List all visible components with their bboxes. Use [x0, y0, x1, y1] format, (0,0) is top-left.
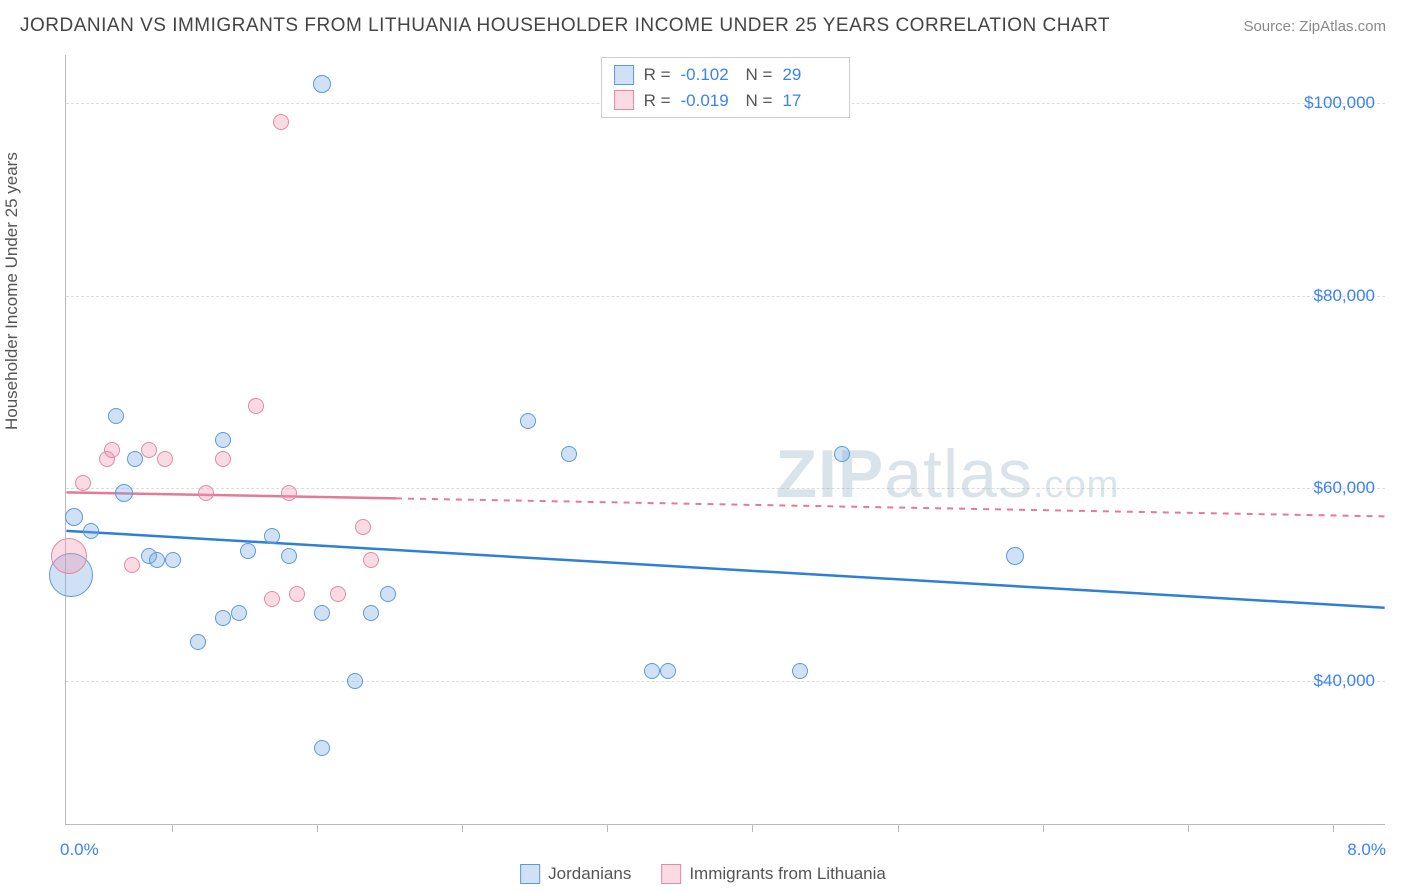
legend-item-jordanians: Jordanians: [520, 864, 631, 884]
data-point-lithuania: [355, 519, 371, 535]
y-tick-label: $60,000: [1314, 478, 1375, 498]
data-point-jordanians: [660, 663, 676, 679]
stats-box: R = -0.102 N = 29 R = -0.019 N = 17: [601, 57, 851, 118]
x-tick: [317, 824, 318, 832]
data-point-lithuania: [363, 552, 379, 568]
x-tick: [1333, 824, 1334, 832]
stat-n-label: N =: [746, 62, 773, 88]
data-point-jordanians: [314, 740, 330, 756]
stats-row-lithuania: R = -0.019 N = 17: [614, 88, 838, 114]
x-tick: [462, 824, 463, 832]
data-point-jordanians: [190, 634, 206, 650]
data-point-jordanians: [561, 446, 577, 462]
swatch-jordanians: [614, 65, 634, 85]
stat-n-label: N =: [746, 88, 773, 114]
data-point-jordanians: [792, 663, 808, 679]
data-point-jordanians: [281, 548, 297, 564]
x-tick: [1188, 824, 1189, 832]
x-tick-label-left: 0.0%: [60, 840, 99, 860]
data-point-lithuania: [273, 114, 289, 130]
chart-header: JORDANIAN VS IMMIGRANTS FROM LITHUANIA H…: [20, 15, 1386, 37]
data-point-lithuania: [281, 485, 297, 501]
data-point-jordanians: [231, 605, 247, 621]
data-point-lithuania: [104, 442, 120, 458]
y-tick-label: $80,000: [1314, 286, 1375, 306]
data-point-jordanians: [834, 446, 850, 462]
watermark: ZIPatlas.com: [776, 435, 1120, 513]
data-point-lithuania: [264, 591, 280, 607]
legend-swatch-lithuania: [661, 864, 681, 884]
data-point-jordanians: [520, 413, 536, 429]
data-point-lithuania: [141, 442, 157, 458]
swatch-lithuania: [614, 90, 634, 110]
data-point-jordanians: [115, 484, 133, 502]
data-point-jordanians: [347, 673, 363, 689]
x-tick: [607, 824, 608, 832]
chart-plot-area: $40,000 $60,000 $80,000 $100,000 ZIPatlas.co…: [65, 55, 1385, 825]
data-point-jordanians: [313, 75, 331, 93]
data-point-lithuania: [124, 557, 140, 573]
legend-label-lithuania: Immigrants from Lithuania: [689, 864, 886, 884]
data-point-jordanians: [363, 605, 379, 621]
x-tick: [1043, 824, 1044, 832]
data-point-jordanians: [108, 408, 124, 424]
legend-item-lithuania: Immigrants from Lithuania: [661, 864, 886, 884]
x-tick: [172, 824, 173, 832]
y-tick-label: $100,000: [1304, 93, 1375, 113]
data-point-jordanians: [644, 663, 660, 679]
data-point-jordanians: [65, 508, 83, 526]
gridline: [66, 488, 1385, 489]
data-point-jordanians: [240, 543, 256, 559]
data-point-lithuania: [248, 398, 264, 414]
legend-swatch-jordanians: [520, 864, 540, 884]
stats-row-jordanians: R = -0.102 N = 29: [614, 62, 838, 88]
data-point-lithuania: [215, 451, 231, 467]
stat-n-value-jordanians: 29: [782, 62, 837, 88]
chart-title: JORDANIAN VS IMMIGRANTS FROM LITHUANIA H…: [20, 15, 1110, 37]
data-point-jordanians: [83, 523, 99, 539]
x-tick: [752, 824, 753, 832]
data-point-lithuania: [75, 475, 91, 491]
x-tick-label-right: 8.0%: [1347, 840, 1386, 860]
stat-r-label: R =: [644, 88, 671, 114]
data-point-jordanians: [215, 610, 231, 626]
stat-n-value-lithuania: 17: [782, 88, 837, 114]
data-point-jordanians: [264, 528, 280, 544]
stat-r-value-jordanians: -0.102: [681, 62, 736, 88]
data-point-lithuania: [289, 586, 305, 602]
data-point-jordanians: [215, 432, 231, 448]
data-point-jordanians: [149, 552, 165, 568]
stat-r-label: R =: [644, 62, 671, 88]
data-point-lithuania: [157, 451, 173, 467]
trendlines-svg: [66, 55, 1385, 824]
data-point-jordanians: [165, 552, 181, 568]
data-point-lithuania: [51, 538, 87, 574]
gridline: [66, 681, 1385, 682]
y-axis-label: Householder Income Under 25 years: [2, 152, 22, 430]
bottom-legend: Jordanians Immigrants from Lithuania: [520, 864, 886, 884]
gridline: [66, 296, 1385, 297]
stat-r-value-lithuania: -0.019: [681, 88, 736, 114]
data-point-lithuania: [198, 485, 214, 501]
legend-label-jordanians: Jordanians: [548, 864, 631, 884]
data-point-jordanians: [1006, 547, 1024, 565]
y-tick-label: $40,000: [1314, 671, 1375, 691]
chart-source: Source: ZipAtlas.com: [1243, 18, 1386, 35]
x-tick: [898, 824, 899, 832]
data-point-lithuania: [330, 586, 346, 602]
data-point-jordanians: [314, 605, 330, 621]
data-point-jordanians: [380, 586, 396, 602]
